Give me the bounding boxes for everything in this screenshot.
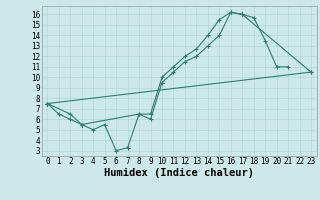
X-axis label: Humidex (Indice chaleur): Humidex (Indice chaleur) [104, 168, 254, 178]
